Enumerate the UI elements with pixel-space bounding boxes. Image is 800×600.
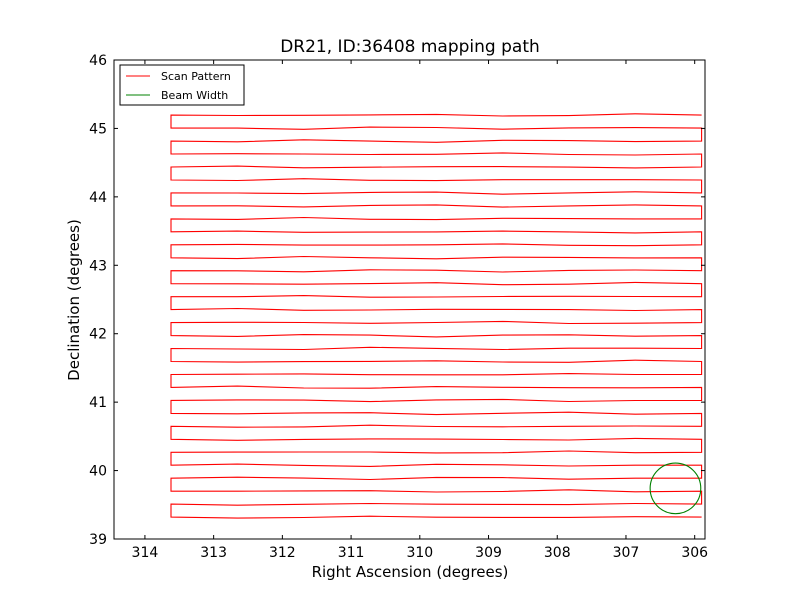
chart-title: DR21, ID:36408 mapping path bbox=[280, 37, 540, 57]
plot-area bbox=[114, 60, 705, 539]
y-axis-label: Declination (degrees) bbox=[65, 219, 83, 381]
x-tick-label: 309 bbox=[475, 545, 502, 561]
scan-pattern-series bbox=[170, 113, 703, 519]
x-tick-label: 311 bbox=[338, 545, 365, 561]
scan-pattern-line bbox=[170, 113, 703, 519]
y-tick-label: 44 bbox=[89, 190, 107, 206]
x-tick-label: 306 bbox=[681, 545, 708, 561]
y-tick-label: 40 bbox=[89, 464, 107, 480]
y-tick-label: 41 bbox=[89, 395, 107, 411]
y-tick-label: 39 bbox=[89, 532, 107, 548]
legend-box bbox=[119, 64, 245, 106]
y-axis: 39 40 41 42 43 44 45 46 bbox=[89, 53, 705, 548]
legend: Scan Pattern Beam Width bbox=[119, 64, 245, 106]
x-tick-label: 313 bbox=[200, 545, 227, 561]
x-tick-label: 310 bbox=[406, 545, 433, 561]
x-axis: 314 313 312 311 310 309 308 307 306 bbox=[132, 60, 708, 561]
x-axis-label: Right Ascension (degrees) bbox=[312, 563, 509, 581]
legend-label-beam-width: Beam Width bbox=[161, 89, 228, 102]
y-tick-label: 43 bbox=[89, 258, 107, 274]
beam-width-series bbox=[649, 462, 702, 515]
y-tick-label: 46 bbox=[89, 53, 107, 69]
y-tick-label: 45 bbox=[89, 121, 107, 137]
x-tick-label: 314 bbox=[132, 545, 159, 561]
beam-width-circle bbox=[649, 462, 702, 515]
x-tick-label: 307 bbox=[613, 545, 640, 561]
x-tick-label: 312 bbox=[269, 545, 296, 561]
plot-frame bbox=[113, 59, 706, 540]
y-tick-label: 42 bbox=[89, 327, 107, 343]
legend-label-scan-pattern: Scan Pattern bbox=[161, 70, 231, 83]
x-tick-label: 308 bbox=[544, 545, 571, 561]
